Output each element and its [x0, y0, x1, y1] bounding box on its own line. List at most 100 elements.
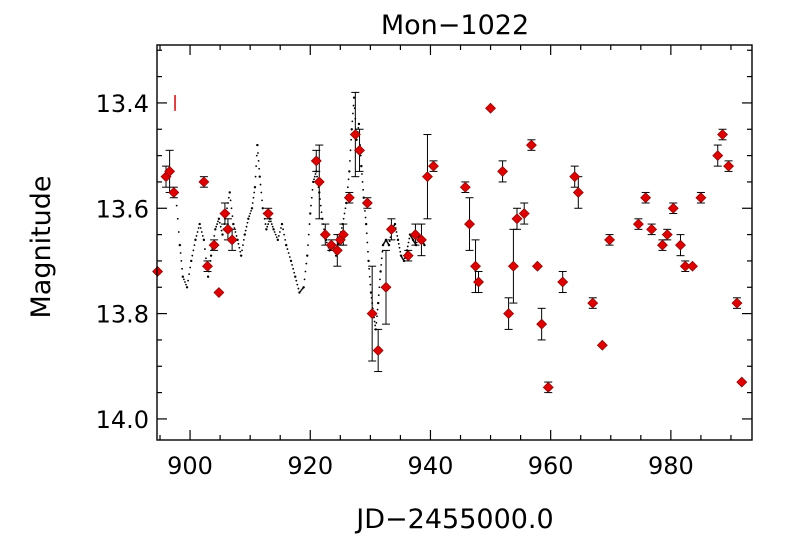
trace-point [286, 248, 289, 250]
trace-point [268, 220, 270, 223]
data-marker [526, 139, 537, 151]
trace-point [220, 229, 223, 232]
trace-point [248, 215, 251, 218]
trace-point [343, 212, 346, 215]
data-marker [168, 187, 180, 198]
trace-point [366, 241, 369, 244]
trace-point [274, 233, 277, 236]
trace-point [247, 217, 250, 220]
trace-point [369, 283, 372, 286]
trace-point [342, 217, 345, 220]
trace-point [253, 191, 256, 194]
trace-point [182, 278, 185, 281]
data-marker [679, 260, 691, 272]
trace-point [241, 249, 243, 252]
errorbar-layer [162, 91, 741, 394]
data-marker [262, 208, 274, 219]
trace-point [397, 242, 400, 245]
data-marker [569, 171, 581, 183]
data-marker [532, 260, 543, 272]
y-tick-label: 14.0 [96, 406, 149, 434]
trace-point [243, 233, 246, 236]
data-marker [402, 250, 414, 262]
trace-point [393, 222, 397, 226]
trace-point [177, 231, 180, 233]
trace-point [364, 222, 368, 226]
trace-point [285, 243, 288, 247]
trace-point [250, 210, 252, 212]
data-marker [208, 239, 220, 251]
data-marker [361, 197, 373, 209]
trace-point [359, 154, 362, 157]
trace-point [257, 159, 260, 162]
trace-point [197, 227, 200, 229]
trace-point [178, 243, 182, 247]
trace-point [254, 175, 257, 178]
data-marker [385, 223, 397, 235]
trace-point [199, 227, 202, 229]
trace-point [306, 254, 309, 257]
data-marker [503, 308, 515, 320]
trace-point [350, 138, 353, 141]
x-tick-label: 940 [408, 452, 454, 480]
trace-point [349, 159, 351, 162]
trace-point [198, 222, 201, 226]
trace-point [213, 235, 216, 237]
trace-point [311, 188, 314, 191]
trace-point [235, 235, 238, 237]
trace-point [242, 244, 244, 247]
trace-point [257, 152, 259, 154]
data-marker [485, 102, 496, 114]
trace-point [230, 207, 233, 210]
trace-point [232, 222, 235, 226]
trace-point [360, 164, 363, 168]
trace-point [214, 228, 217, 231]
trace-point [215, 225, 218, 228]
trace-point [402, 259, 406, 263]
trace-point [188, 273, 191, 275]
trace-point [291, 263, 293, 266]
trace-point [209, 254, 213, 257]
trace-point [379, 278, 381, 281]
trace-point [325, 241, 328, 244]
trace-point [181, 275, 185, 278]
data-marker [331, 244, 343, 256]
x-axis-label: JD−2455000.0 [354, 504, 553, 535]
data-marker [219, 208, 231, 219]
trace-point [381, 250, 384, 253]
trace-point [228, 191, 231, 194]
trace-point [387, 243, 391, 247]
trace-point [270, 223, 273, 225]
trace-point [314, 173, 317, 175]
trace-point [189, 266, 192, 269]
trace-point [377, 294, 380, 297]
data-marker [675, 239, 686, 251]
trace-point [400, 256, 403, 258]
data-marker [657, 239, 668, 251]
trace-point [251, 202, 254, 204]
marker-layer [152, 102, 748, 393]
trace-point [218, 221, 221, 224]
trace-point [410, 236, 413, 239]
data-marker [459, 181, 471, 193]
trace-point [348, 170, 351, 173]
trace-point [376, 315, 378, 318]
trace-point [296, 283, 299, 286]
trace-point [196, 231, 199, 233]
trace-point [375, 321, 378, 324]
trace-point [382, 242, 385, 245]
trace-point [204, 248, 206, 250]
trace-point [361, 173, 363, 175]
trace-point [288, 256, 291, 258]
trace-point [340, 227, 343, 229]
trace-point [316, 175, 318, 178]
data-marker [632, 218, 644, 230]
trace-point [264, 223, 267, 225]
data-marker [319, 229, 331, 241]
x-tick-label: 920 [287, 452, 333, 480]
trace-point [406, 245, 409, 248]
data-marker [226, 234, 238, 246]
data-marker [464, 218, 475, 230]
data-marker [354, 144, 365, 156]
trace-point [300, 289, 303, 291]
